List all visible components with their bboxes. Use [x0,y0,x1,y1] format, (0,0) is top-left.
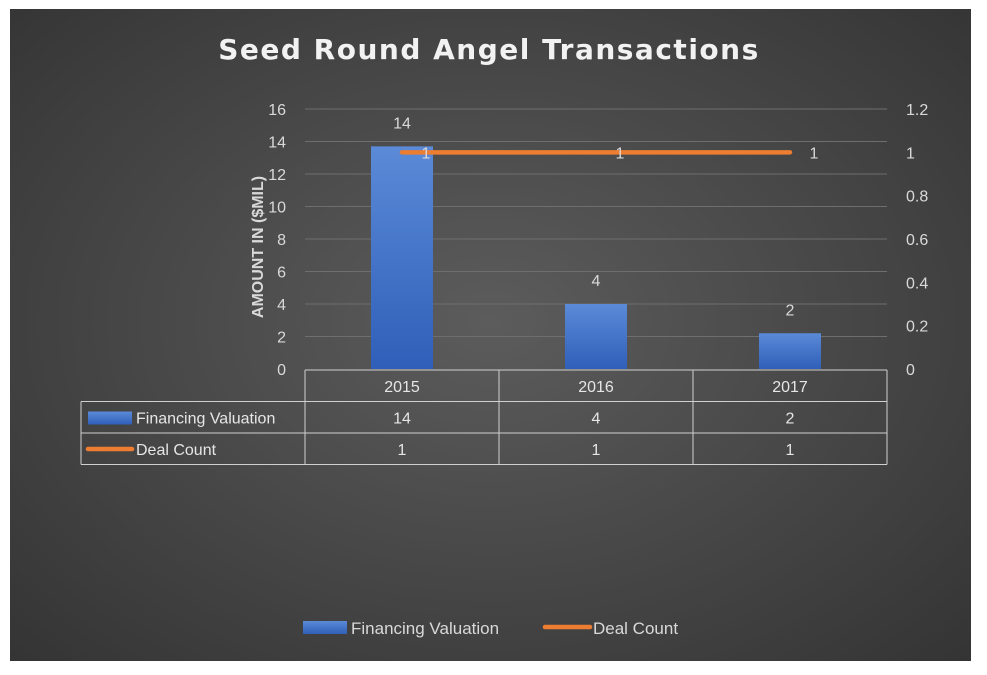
bar [759,333,821,369]
table-series-name: Financing Valuation [136,411,275,428]
y2-tick-label: 1 [906,145,915,162]
table-cell: 4 [592,411,601,428]
y-tick-label: 14 [268,135,286,152]
legend-label: Deal Count [593,619,678,638]
chart-svg: Seed Round Angel Transactions 0246810121… [80,33,928,638]
bar-data-labels: 14 4 2 [393,115,794,319]
y-tick-label: 8 [277,232,286,249]
table-series-name: Deal Count [136,442,217,459]
line-data-label: 1 [616,145,625,162]
y-tick-label: 12 [268,167,286,184]
x-tick-label: 2016 [578,379,614,396]
x-tick-label: 2015 [384,379,420,396]
data-table: 2015 2016 2017 Financing Valuation 14 4 2 Deal … [80,369,888,465]
y-tick-label: 2 [277,330,286,347]
table-cell: 1 [398,442,407,459]
y2-tick-label: 0.2 [906,319,928,336]
y2-axis-ticks: 0 0.2 0.4 0.6 0.8 1 1.2 [906,102,928,379]
table-cell: 14 [393,411,411,428]
y-axis-label: AMOUNT IN ($MIL) [250,176,267,318]
table-cell: 2 [786,411,795,428]
table-cell: 1 [786,442,795,459]
chart-title: Seed Round Angel Transactions [218,33,760,66]
table-cell: 1 [592,442,601,459]
bars [371,146,821,369]
bar [565,304,627,369]
line-data-label: 1 [810,145,819,162]
y-axis-ticks: 0 2 4 6 8 10 12 14 16 [268,102,286,379]
chart-area: Seed Round Angel Transactions 0 2 4 6 8 10 12 1… [10,9,971,661]
y-tick-label: 16 [268,102,286,119]
line-data-label: 1 [422,145,431,162]
line-data-labels: 1 1 1 [422,145,819,162]
legend: Financing Valuation Deal Count [303,619,678,638]
bar-data-label: 14 [393,115,411,132]
y-tick-label: 0 [277,362,286,379]
bar [371,146,433,369]
legend-label: Financing Valuation [351,619,499,638]
y2-tick-label: 0.8 [906,189,928,206]
legend-key-bar [303,621,347,634]
y2-tick-label: 0.4 [906,275,928,292]
table-legend-key-bar [88,411,132,425]
y2-tick-label: 0 [906,362,915,379]
bar-data-label: 2 [786,302,795,319]
y2-tick-label: 0.6 [906,232,928,249]
y-tick-label: 6 [277,265,286,282]
x-tick-label: 2017 [772,379,808,396]
y-tick-label: 4 [277,297,286,314]
y-tick-label: 10 [268,200,286,217]
bar-data-label: 4 [592,273,601,290]
y2-tick-label: 1.2 [906,102,928,119]
